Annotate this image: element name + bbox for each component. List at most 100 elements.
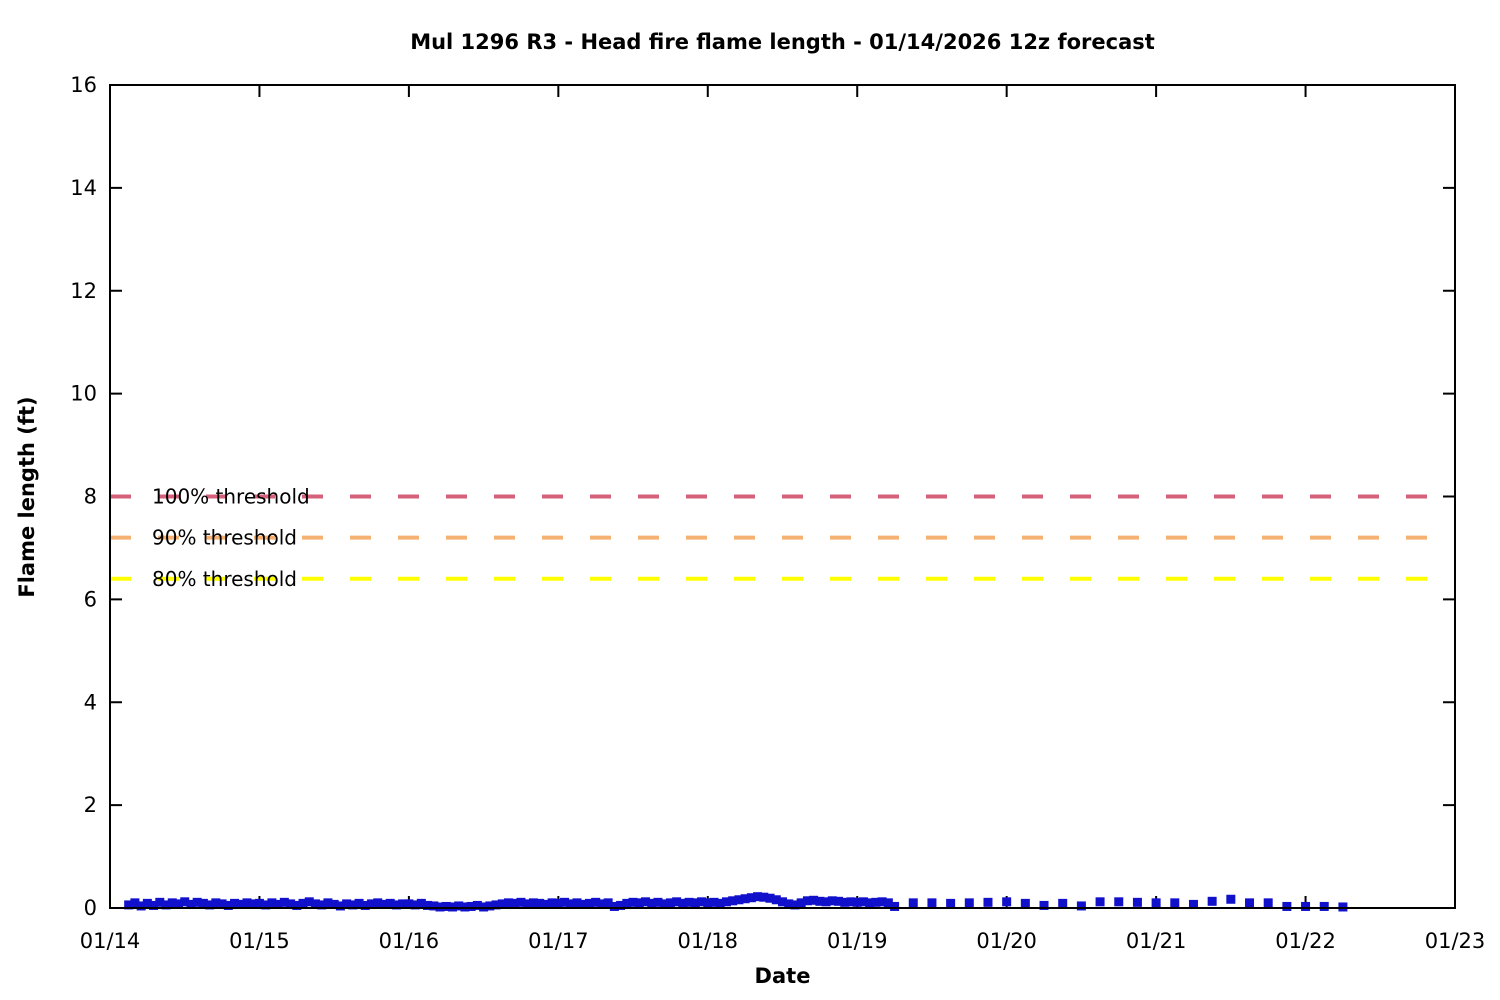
data-point <box>865 898 875 908</box>
y-tick-label: 12 <box>70 279 97 303</box>
data-point <box>771 895 781 905</box>
y-tick-label: 4 <box>84 690 97 714</box>
data-point <box>796 898 806 908</box>
data-point <box>908 898 918 908</box>
data-point <box>1207 896 1217 906</box>
data-point <box>1002 897 1012 907</box>
data-point <box>173 899 183 909</box>
data-point <box>634 898 644 908</box>
data-point <box>211 898 221 908</box>
data-point <box>584 898 594 908</box>
data-point <box>367 899 377 909</box>
data-point <box>553 898 563 908</box>
data-point <box>354 898 364 908</box>
data-point <box>778 897 787 907</box>
data-point <box>1170 898 1180 908</box>
data-point <box>734 895 744 905</box>
data-point <box>310 899 320 909</box>
data-point <box>946 898 956 908</box>
data-point <box>535 898 545 908</box>
data-point <box>447 902 457 912</box>
data-point <box>230 898 240 908</box>
x-axis-label: Date <box>754 964 811 988</box>
data-point <box>236 899 246 909</box>
data-point <box>597 899 607 909</box>
data-point <box>715 898 725 908</box>
data-point <box>834 896 844 906</box>
x-tick-label: 01/19 <box>827 929 888 953</box>
data-point <box>572 898 582 908</box>
data-point <box>1301 901 1311 911</box>
data-point <box>479 902 489 912</box>
data-point <box>1132 897 1142 907</box>
data-point <box>578 899 588 909</box>
data-point <box>522 899 532 909</box>
data-point <box>391 900 401 910</box>
data-point <box>541 899 551 909</box>
data-point <box>161 900 171 910</box>
data-point <box>647 898 657 908</box>
data-point <box>616 900 626 910</box>
y-tick-label: 8 <box>84 485 97 509</box>
data-point <box>809 895 819 905</box>
data-point <box>840 897 850 907</box>
threshold-label: 100% threshold <box>152 485 310 509</box>
data-point <box>1020 898 1030 908</box>
data-point <box>815 896 825 906</box>
data-point <box>560 897 570 907</box>
data-point <box>429 901 439 911</box>
data-point <box>697 897 707 907</box>
x-tick-label: 01/18 <box>678 929 739 953</box>
x-tick-label: 01/15 <box>229 929 290 953</box>
data-point <box>279 897 289 907</box>
data-point <box>603 898 613 908</box>
data-point <box>703 898 713 908</box>
data-point <box>1039 900 1049 910</box>
data-point <box>335 901 345 911</box>
data-point <box>759 892 769 902</box>
threshold-label: 90% threshold <box>152 526 297 550</box>
data-point <box>142 898 152 908</box>
data-point <box>1319 901 1329 911</box>
y-tick-label: 2 <box>84 793 97 817</box>
y-tick-label: 14 <box>70 176 97 200</box>
data-point <box>1263 898 1273 908</box>
x-tick-label: 01/14 <box>80 929 141 953</box>
data-point <box>186 899 196 909</box>
x-tick-label: 01/21 <box>1126 929 1187 953</box>
data-point <box>342 899 352 909</box>
data-point <box>416 898 426 908</box>
x-tick-label: 01/20 <box>976 929 1037 953</box>
data-point <box>323 898 333 908</box>
data-point <box>373 898 383 908</box>
data-point <box>286 899 296 909</box>
data-point <box>871 897 881 907</box>
y-tick-label: 6 <box>84 587 97 611</box>
data-point <box>223 900 233 910</box>
data-point <box>1076 901 1086 911</box>
data-point <box>497 899 507 909</box>
data-point <box>136 901 146 911</box>
y-tick-label: 10 <box>70 382 97 406</box>
data-point <box>877 897 887 907</box>
data-point <box>360 900 370 910</box>
data-point <box>510 898 520 908</box>
y-tick-label: 16 <box>70 73 97 97</box>
data-point <box>721 897 731 907</box>
data-point <box>566 899 576 909</box>
data-point <box>1058 898 1068 908</box>
data-point <box>1226 894 1236 904</box>
data-point <box>242 898 252 908</box>
data-point <box>709 897 719 907</box>
chart-title: Mul 1296 R3 - Head fire flame length - 0… <box>410 30 1155 54</box>
data-point <box>435 902 445 912</box>
data-point <box>858 897 868 907</box>
data-point <box>740 894 750 904</box>
data-point <box>385 898 395 908</box>
data-point <box>883 898 893 908</box>
data-point <box>466 901 476 911</box>
data-point <box>609 901 619 911</box>
data-point <box>665 898 675 908</box>
